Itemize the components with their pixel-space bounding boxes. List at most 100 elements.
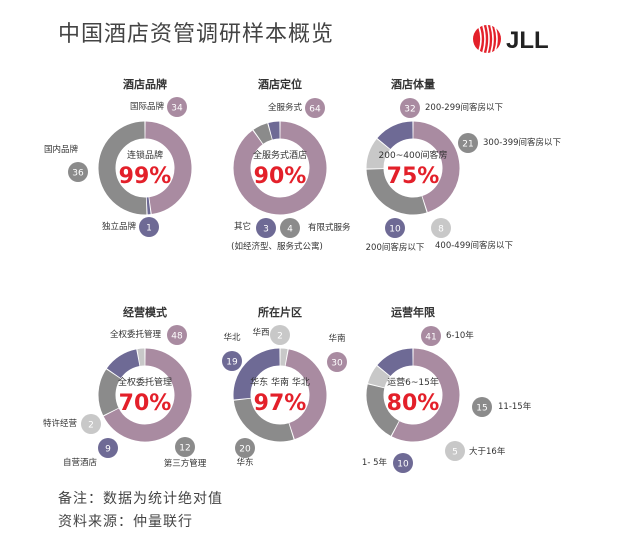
center-value: 99% xyxy=(119,164,172,189)
value-bubble xyxy=(167,325,187,345)
donut-slice xyxy=(285,349,327,440)
value-bubble xyxy=(81,414,101,434)
value-bubble xyxy=(421,326,441,346)
slice-label: 全权委托管理 xyxy=(110,329,162,340)
value-bubble xyxy=(139,217,159,237)
value-label: 32 xyxy=(404,105,415,115)
value-label: 4 xyxy=(287,225,293,235)
slice-label: 200-299间客房以下 xyxy=(425,102,504,113)
value-label: 48 xyxy=(171,332,183,342)
donut-slice xyxy=(280,348,288,366)
slice-sublabel: (如经济型、服务式公寓) xyxy=(231,241,323,252)
value-bubble xyxy=(235,438,255,458)
value-label: 5 xyxy=(452,448,458,458)
page-title: 中国酒店资管调研样本概览 xyxy=(58,22,335,47)
value-label: 21 xyxy=(462,140,473,150)
value-label: 8 xyxy=(438,225,444,235)
value-label: 2 xyxy=(277,332,283,342)
value-bubble xyxy=(400,98,420,118)
slice-label: 全服务式 xyxy=(268,102,303,113)
value-bubble xyxy=(431,218,451,238)
center-label: 全权委托管理 xyxy=(118,376,172,388)
value-bubble xyxy=(458,133,478,153)
value-bubble xyxy=(167,97,187,117)
donut-slice xyxy=(98,369,121,416)
value-label: 9 xyxy=(105,445,111,455)
donut-slice xyxy=(377,121,414,150)
donut-slice xyxy=(368,366,391,388)
value-bubble xyxy=(222,351,242,371)
center-value: 75% xyxy=(387,164,440,189)
slice-label: 大于16年 xyxy=(469,446,506,457)
value-label: 41 xyxy=(425,333,436,343)
value-bubble xyxy=(270,325,290,345)
slice-label: 有限式服务 xyxy=(308,222,351,233)
value-bubble xyxy=(175,437,195,457)
donut-slice xyxy=(233,398,294,442)
donut-slice xyxy=(377,348,414,377)
value-bubble xyxy=(305,98,325,118)
donut-slice xyxy=(391,348,460,442)
chart-title: 酒店定位 xyxy=(258,77,302,91)
value-bubble xyxy=(445,441,465,461)
donut-slice xyxy=(366,168,427,215)
value-bubble xyxy=(280,218,300,238)
chart-title: 酒店体量 xyxy=(391,77,435,91)
donut-slice xyxy=(366,139,391,169)
value-label: 19 xyxy=(226,358,238,368)
value-label: 2 xyxy=(88,421,94,431)
value-label: 20 xyxy=(239,445,251,455)
donut-charts: 酒店品牌连锁品牌99%34国际品牌1独立品牌36国内品牌酒店定位全服务式酒店90… xyxy=(43,77,562,473)
chart-title: 经营模式 xyxy=(123,305,167,319)
slice-label: 华东 xyxy=(236,457,253,468)
slice-label: 国内品牌 xyxy=(44,144,79,155)
donut-slice xyxy=(106,349,140,379)
value-label: 3 xyxy=(263,225,269,235)
jll-logo-text: JLL xyxy=(506,27,549,54)
note-text: 备注：数据为统计绝对值 xyxy=(58,491,223,507)
center-label: 全服务式酒店 xyxy=(253,149,307,161)
jll-logo: JLL xyxy=(473,24,549,54)
center-value: 90% xyxy=(254,164,307,189)
value-label: 34 xyxy=(171,104,183,114)
donut-slice xyxy=(268,121,280,140)
slice-label: 200间客房以下 xyxy=(366,242,425,253)
value-label: 30 xyxy=(331,359,343,369)
donut-slice xyxy=(366,384,400,436)
slice-label: 国际品牌 xyxy=(130,101,165,112)
slice-label: 400-499间客房以下 xyxy=(435,240,514,251)
center-label: 华东 华南 华北 xyxy=(250,376,310,388)
value-bubble xyxy=(327,352,347,372)
value-label: 10 xyxy=(389,225,401,235)
value-bubble xyxy=(385,218,405,238)
center-value: 80% xyxy=(387,391,440,416)
value-label: 12 xyxy=(179,444,190,454)
slice-label: 独立品牌 xyxy=(102,221,137,232)
value-bubble xyxy=(68,162,88,182)
chart-title: 所在片区 xyxy=(258,305,302,319)
value-label: 64 xyxy=(309,105,321,115)
value-label: 10 xyxy=(397,460,409,470)
center-value: 70% xyxy=(119,391,172,416)
value-bubble xyxy=(472,397,492,417)
donut-slice xyxy=(253,123,273,144)
slice-label: 特许经营 xyxy=(43,418,77,429)
value-label: 1 xyxy=(146,224,152,234)
donut-slice xyxy=(98,121,147,215)
value-bubble xyxy=(98,438,118,458)
center-value: 97% xyxy=(254,391,307,416)
chart-title: 运营年限 xyxy=(391,305,435,319)
value-label: 15 xyxy=(476,404,487,414)
center-label: 连锁品牌 xyxy=(127,149,163,161)
slice-label: 1- 5年 xyxy=(362,457,388,468)
slice-label: 其它 xyxy=(234,221,251,232)
chart-title: 酒店品牌 xyxy=(123,77,167,91)
center-label: 200~400间客房 xyxy=(379,149,448,161)
source-text: 资料来源：仲量联行 xyxy=(58,514,193,530)
donut-slice xyxy=(233,348,281,400)
donut-slice xyxy=(144,121,192,215)
value-label: 36 xyxy=(72,169,84,179)
center-label: 运营6~15年 xyxy=(387,376,439,388)
jll-logo-icon xyxy=(473,24,501,54)
slice-label: 华西 xyxy=(252,327,269,338)
